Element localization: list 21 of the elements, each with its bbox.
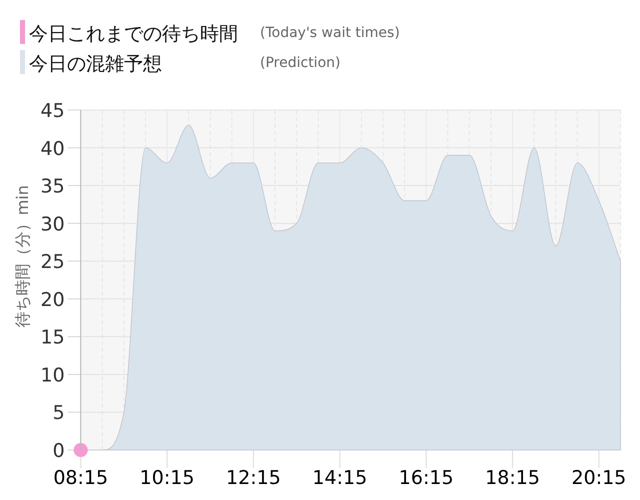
y-tick-label: 25	[40, 251, 65, 274]
y-tick-label: 30	[40, 213, 65, 236]
y-tick-label: 15	[40, 326, 65, 349]
text: (Prediction)	[260, 55, 340, 71]
x-tick-label: 20:15	[572, 467, 626, 489]
y-tick-label: 5	[52, 402, 65, 424]
x-tick-label: 18:15	[485, 467, 540, 489]
text: (Today's wait times)	[260, 25, 400, 41]
legend-label: 今日これまでの待ち時間	[29, 23, 238, 45]
y-tick-label: 20	[40, 288, 65, 311]
x-tick-label: 10:15	[140, 467, 194, 489]
y-tick-label: 35	[40, 176, 65, 198]
y-tick-label: 45	[40, 100, 65, 122]
x-tick-label: 14:15	[312, 467, 368, 489]
y-tick-label: 0	[52, 440, 65, 462]
y-axis-title: 待ち時間（分）min	[13, 185, 32, 328]
y-tick-label: 10	[40, 364, 65, 386]
x-tick-label: 08:15	[53, 467, 108, 489]
x-tick-label: 16:15	[398, 467, 454, 489]
y-tick-label: 40	[40, 138, 65, 160]
x-tick-label: 12:15	[226, 467, 281, 489]
